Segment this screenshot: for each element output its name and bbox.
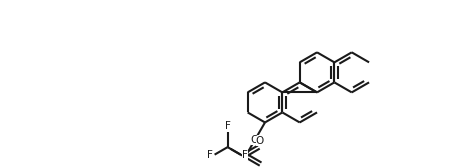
Text: O: O — [251, 135, 259, 145]
Text: F: F — [242, 150, 248, 160]
Text: O: O — [255, 136, 264, 146]
Text: F: F — [207, 150, 213, 160]
Text: F: F — [225, 121, 231, 131]
Text: S: S — [242, 152, 248, 162]
